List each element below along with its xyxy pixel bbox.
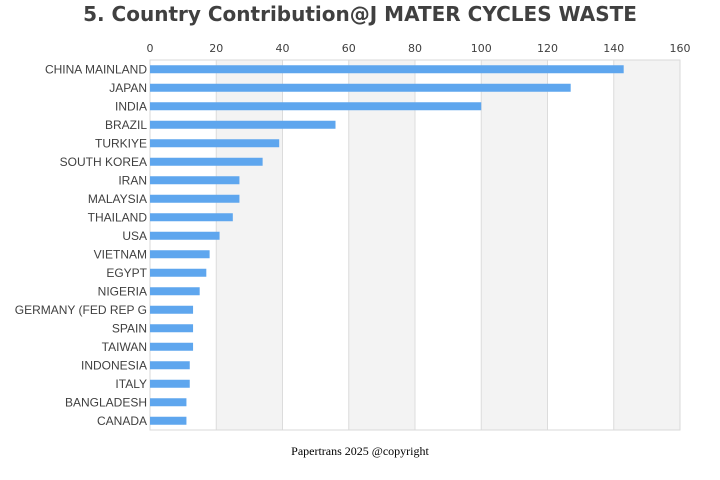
category-label: JAPAN xyxy=(109,81,147,95)
bar-canada xyxy=(150,416,187,425)
bar-south-korea xyxy=(150,157,263,166)
bar-japan xyxy=(150,83,571,92)
bar-malaysia xyxy=(150,194,240,203)
grid-band xyxy=(348,60,415,430)
category-label: MALAYSIA xyxy=(88,192,147,206)
category-label: CHINA MAINLAND xyxy=(45,62,147,76)
x-tick-label: 120 xyxy=(537,42,558,55)
category-label: NIGERIA xyxy=(98,284,147,298)
category-label: EGYPT xyxy=(106,266,147,280)
bar-taiwan xyxy=(150,342,194,351)
x-tick-label: 0 xyxy=(147,42,154,55)
bar-italy xyxy=(150,379,190,388)
grid-band xyxy=(216,60,283,430)
plot-border xyxy=(149,59,681,431)
category-label: GERMANY (FED REP G xyxy=(15,303,147,317)
bar-china-mainland xyxy=(150,65,624,74)
category-label: IRAN xyxy=(118,173,147,187)
bar-india xyxy=(150,102,482,111)
bar-spain xyxy=(150,324,194,333)
x-tick-label: 40 xyxy=(276,42,290,55)
category-label: SOUTH KOREA xyxy=(60,155,147,169)
copyright-footer: Papertrans 2025 @copyright xyxy=(291,444,429,458)
grid-band xyxy=(613,60,680,430)
bar-thailand xyxy=(150,213,233,222)
category-label: TAIWAN xyxy=(102,340,147,354)
grid-band xyxy=(481,60,548,430)
x-tick-label: 60 xyxy=(342,42,356,55)
category-label: USA xyxy=(122,229,147,243)
category-label: BRAZIL xyxy=(105,118,147,132)
category-label: SPAIN xyxy=(112,321,147,335)
bar-iran xyxy=(150,176,240,185)
x-tick-label: 100 xyxy=(471,42,492,55)
category-label: ITALY xyxy=(115,377,147,391)
bar-vietnam xyxy=(150,250,210,259)
bar-nigeria xyxy=(150,287,200,296)
bar-germany-fed-rep-g xyxy=(150,305,194,314)
bar-egypt xyxy=(150,268,207,277)
x-tick-label: 80 xyxy=(408,42,422,55)
x-tick-label: 160 xyxy=(670,42,691,55)
x-tick-label: 20 xyxy=(209,42,223,55)
category-label: TURKIYE xyxy=(95,136,147,150)
bar-turkiye xyxy=(150,139,280,148)
x-tick-label: 140 xyxy=(603,42,624,55)
category-label: CANADA xyxy=(97,414,147,428)
category-label: BANGLADESH xyxy=(65,395,147,409)
bar-bangladesh xyxy=(150,398,187,407)
category-label: INDIA xyxy=(115,99,147,113)
bar-brazil xyxy=(150,120,336,129)
chart-title: 5. Country Contribution@J MATER CYCLES W… xyxy=(83,2,637,26)
category-label: INDONESIA xyxy=(81,358,147,372)
bar-usa xyxy=(150,231,220,240)
bar-indonesia xyxy=(150,361,190,370)
category-label: THAILAND xyxy=(88,210,148,224)
category-label: VIETNAM xyxy=(94,247,147,261)
